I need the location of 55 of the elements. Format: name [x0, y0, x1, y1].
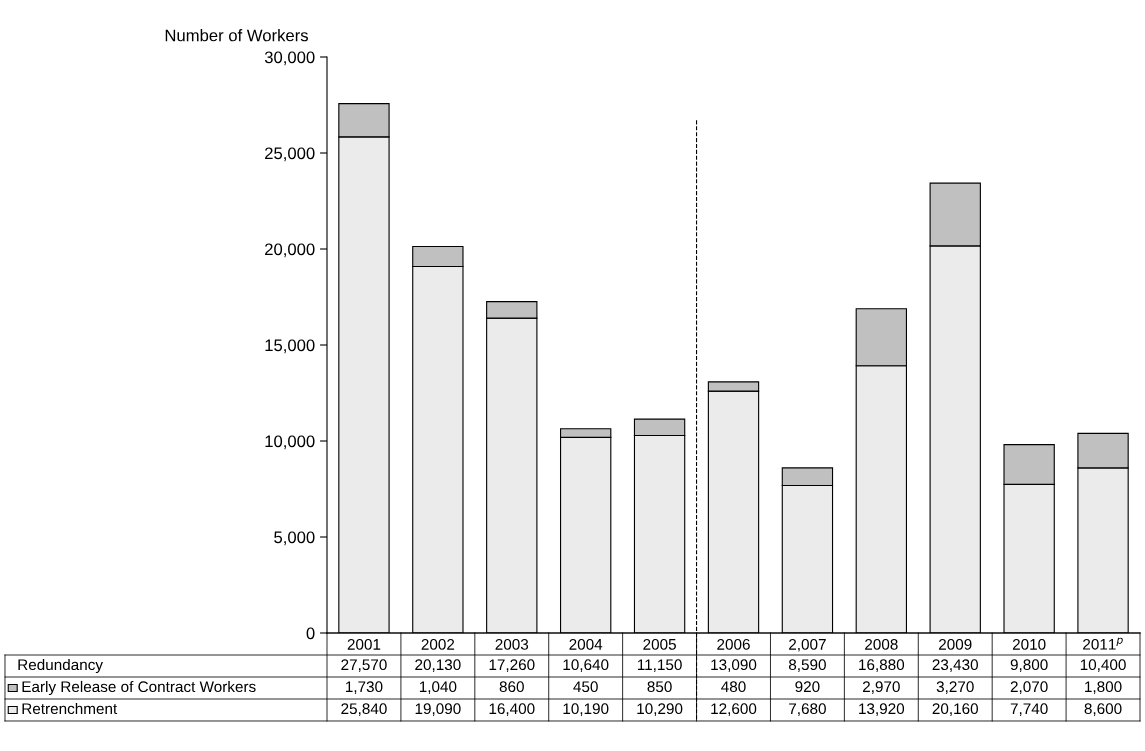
data-label: 450 [573, 681, 598, 693]
legend-label: Retrenchment [22, 702, 118, 715]
text: 27,570 [341, 659, 387, 672]
data-label: 12,600 [711, 703, 757, 716]
x-tick-label: 2009 [939, 638, 972, 650]
y-tick-label: 30,000 [264, 51, 315, 66]
data-label: 16,400 [489, 703, 535, 716]
text: 16,880 [859, 659, 905, 672]
data-label: 13,920 [859, 703, 905, 716]
data-label: 10,290 [637, 703, 683, 716]
data-label: 20,160 [932, 703, 978, 716]
x-tick-label: 2,007 [789, 638, 826, 652]
text: 23,430 [932, 659, 978, 672]
y-tick-label: 5,000 [274, 531, 315, 546]
text: 8,590 [788, 659, 826, 672]
x-tick-label: 2005 [643, 638, 676, 650]
text: 20,130 [415, 659, 461, 672]
data-label: 480 [721, 681, 746, 693]
text: Redundancy [18, 658, 103, 674]
text: 11,150 [637, 659, 682, 672]
data-label: 3,270 [936, 681, 974, 694]
legend-label: Early Release of Contract Workers [22, 680, 256, 696]
data-label: 1,040 [419, 681, 457, 694]
x-tick-label: 2003 [495, 638, 529, 650]
text: 10,400 [1080, 659, 1126, 672]
y-axis-title: Number of Workers [165, 29, 308, 42]
x-tick-label: 2004 [569, 638, 603, 650]
data-label: 10,190 [563, 703, 609, 716]
y-tick-label: 0 [306, 627, 315, 640]
y-tick-label: 25,000 [265, 147, 315, 162]
x-tick-label: 2010 [1012, 638, 1046, 650]
x-tick-label: 2008 [865, 638, 898, 650]
data-label: 850 [647, 681, 672, 693]
data-label: 920 [795, 681, 820, 693]
y-tick-label: 20,000 [265, 243, 315, 258]
text: 9,800 [1010, 659, 1048, 672]
x-tick-label: 2011$^{p}$ [1083, 637, 1123, 650]
data-label: 1,730 [346, 681, 383, 694]
data-label: 2,070 [1010, 681, 1048, 694]
data-label: 1,800 [1085, 681, 1122, 694]
data-label: 7,680 [789, 703, 826, 716]
data-label: 8,600 [1084, 703, 1122, 716]
data-label: 2,970 [862, 681, 900, 694]
text: 17,260 [489, 659, 535, 672]
data-label: 7,740 [1010, 703, 1048, 716]
x-tick-label: 2002 [421, 638, 455, 650]
text: 13,090 [711, 659, 757, 672]
text: 10,640 [563, 659, 609, 672]
data-label: 860 [499, 681, 524, 693]
y-tick-label: 10,000 [265, 435, 315, 450]
x-tick-label: 2006 [717, 638, 750, 650]
data-label: 19,090 [415, 703, 461, 716]
x-tick-label: 2001 [347, 638, 381, 650]
y-tick-label: 15,000 [265, 339, 315, 354]
data-label: 25,840 [341, 703, 387, 716]
